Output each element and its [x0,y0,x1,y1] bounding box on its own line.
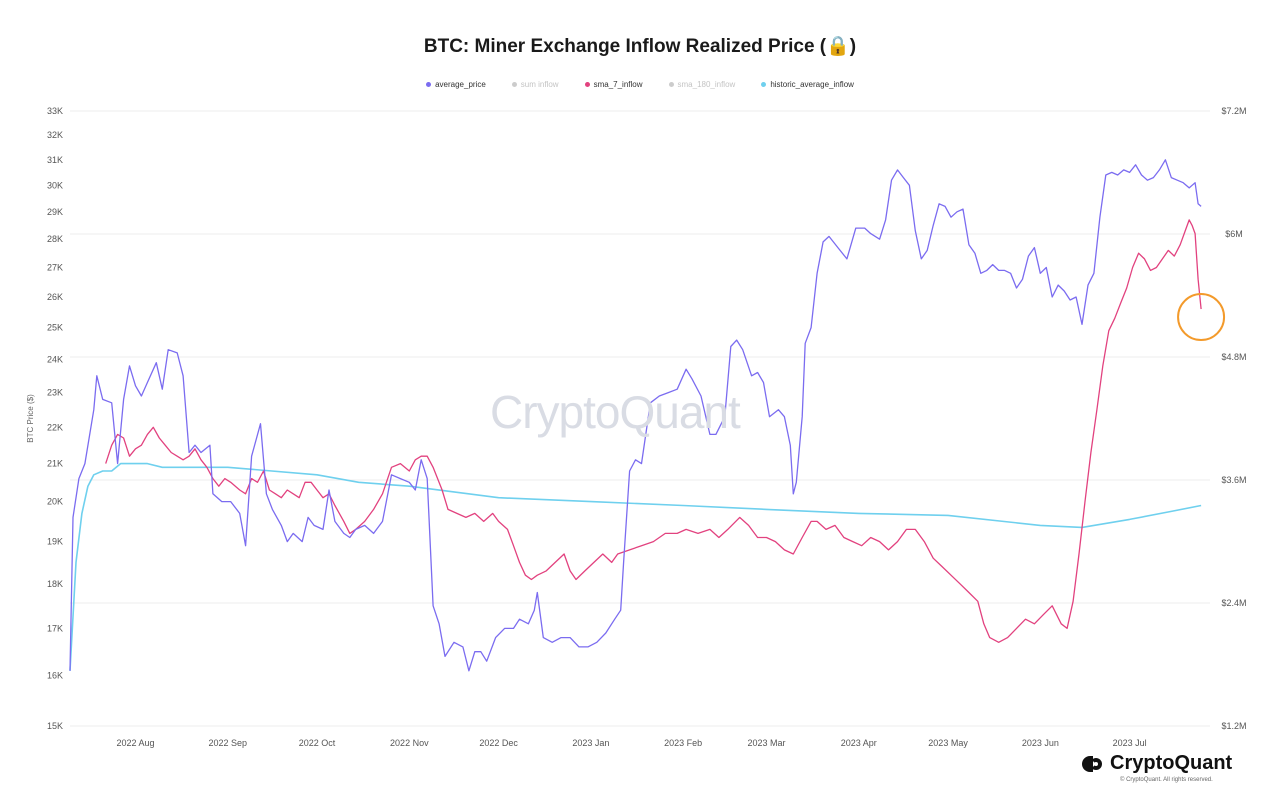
y-axis-label: BTC Price ($) [26,394,35,443]
cryptoquant-logo-icon [1082,755,1104,773]
y-tick-label: 15K [47,721,63,731]
x-tick-label: 2023 Feb [664,738,702,748]
series-line-average-price [69,159,1202,672]
legend-dot-icon [668,82,674,87]
x-tick-label: 2023 Jun [1022,738,1059,748]
y-tick-label: 18K [47,579,63,589]
legend-label: sum inflow [520,80,559,89]
y-tick-label: 27K [47,263,63,273]
chart-title: BTC: Miner Exchange Inflow Realized Pric… [423,36,857,57]
y-tick-label: 23K [47,388,63,398]
series-line-historic-average-inflow [69,462,1202,671]
x-tick-label: 2022 Sep [208,738,247,748]
x-tick-label: 2023 Jan [572,738,609,748]
legend-item-sum-inflow[interactable]: sum inflow [511,80,559,89]
y-tick-label: 16K [47,671,63,681]
annotation-circle [1177,293,1226,342]
y-tick-label: 21K [47,459,63,469]
x-tick-label: 2022 Nov [390,738,429,748]
y2-tick-label: $6M [1225,229,1243,239]
y2-tick-label: $1.2M [1221,721,1246,731]
copyright-text: © CryptoQuant. All rights reserved. [1120,777,1213,783]
legend-dot-icon [511,82,517,87]
x-tick-label: 2023 May [928,738,968,748]
y-tick-label: 25K [47,323,63,333]
legend: average_price sum inflow sma_7_inflow sma_1… [0,80,1280,89]
y2-tick-label: $2.4M [1221,598,1246,608]
y-tick-label: 24K [47,354,63,364]
x-tick-label: 2023 Jul [1113,738,1147,748]
y-tick-label: 22K [47,422,63,432]
legend-label: historic_average_inflow [770,80,854,89]
x-tick-label: 2023 Mar [747,738,785,748]
y-tick-label: 32K [47,130,63,140]
y-tick-label: 29K [47,207,63,217]
y-tick-label: 30K [47,180,63,190]
y2-tick-label: $3.6M [1221,475,1246,485]
legend-label: sma_7_inflow [593,80,643,89]
legend-label: sma_180_inflow [677,80,736,89]
legend-dot-icon [761,82,767,87]
y-tick-label: 26K [47,292,63,302]
y-tick-label: 28K [47,234,63,244]
legend-dot-icon [584,82,590,87]
legend-item-average-price[interactable]: average_price [426,80,486,89]
legend-item-sma-7-inflow[interactable]: sma_7_inflow [584,80,643,89]
x-tick-label: 2023 Apr [841,738,877,748]
y2-tick-label: $7.2M [1221,106,1246,116]
y-tick-label: 17K [47,623,63,633]
x-tick-label: 2022 Dec [479,738,518,748]
legend-dot-icon [426,82,432,87]
y-tick-label: 31K [47,155,63,165]
x-tick-label: 2022 Aug [116,738,154,748]
x-tick-label: 2022 Oct [299,738,336,748]
legend-label: average_price [435,80,486,89]
legend-item-historic-average-inflow[interactable]: historic_average_inflow [761,80,854,89]
y-tick-label: 33K [47,106,63,116]
y-tick-label: 20K [47,497,63,507]
series-line-sma-7-inflow [105,219,1202,643]
brand-name: CryptoQuant [1110,752,1233,774]
legend-item-sma-180-inflow[interactable]: sma_180_inflow [668,80,736,89]
y2-tick-label: $4.8M [1221,352,1246,362]
y-tick-label: 19K [47,537,63,547]
brand-logo: CryptoQuant © CryptoQuant. All rights re… [1082,752,1252,783]
